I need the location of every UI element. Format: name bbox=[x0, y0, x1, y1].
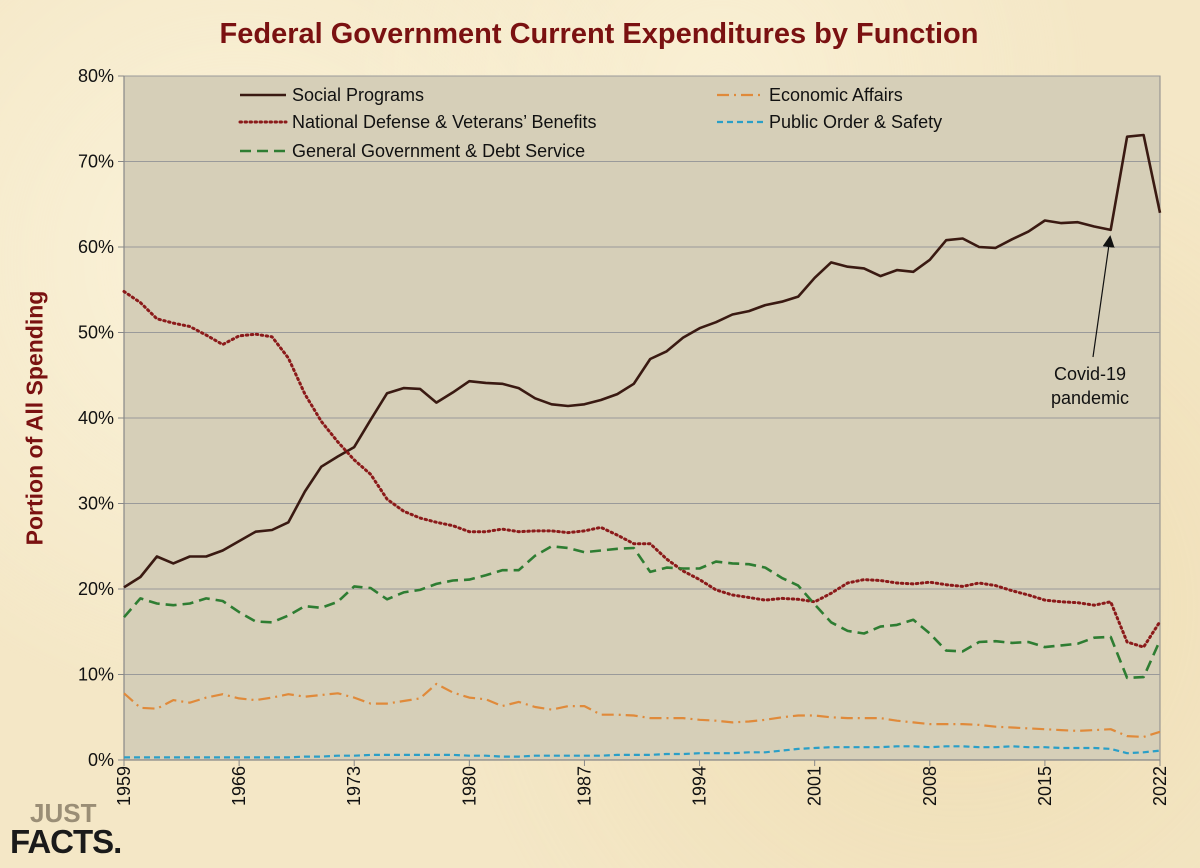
logo-top-text: JUST bbox=[30, 798, 97, 828]
legend: Social Programs National Defense & Vetera… bbox=[238, 85, 942, 161]
legend-label: Economic Affairs bbox=[769, 85, 903, 105]
logo-bottom-text: FACTS. bbox=[10, 823, 122, 860]
series-line-2 bbox=[123, 544, 1162, 680]
series-line-3 bbox=[123, 682, 1161, 739]
y-tick-label: 50% bbox=[78, 323, 114, 343]
x-tick-label: 2015 bbox=[1035, 766, 1055, 806]
y-tick-label: 20% bbox=[78, 579, 114, 599]
annotation: Covid-19 pandemic bbox=[1051, 235, 1129, 408]
x-tick-label: 1980 bbox=[459, 766, 479, 806]
y-tick-label: 60% bbox=[78, 237, 114, 257]
legend-label: General Government & Debt Service bbox=[292, 141, 585, 161]
y-tick-label: 0% bbox=[88, 750, 114, 770]
x-tick-label: 2001 bbox=[805, 766, 825, 806]
annotation-text: Covid-19 bbox=[1054, 364, 1126, 384]
annotation-arrow bbox=[1092, 235, 1115, 358]
y-tick-labels: 0% 10% 20% 30% 40% 50% 60% 70% 80% bbox=[78, 66, 114, 770]
x-tick-label: 2022 bbox=[1150, 766, 1170, 806]
y-tick-label: 10% bbox=[78, 665, 114, 685]
axes bbox=[123, 76, 1160, 761]
x-tick-label: 1966 bbox=[229, 766, 249, 806]
series-line-4 bbox=[124, 745, 1161, 759]
x-tick-label: 1987 bbox=[574, 766, 594, 806]
legend-label: National Defense & Veterans’ Benefits bbox=[292, 112, 597, 132]
y-tick-label: 30% bbox=[78, 494, 114, 514]
chart-title: Federal Government Current Expenditures … bbox=[219, 18, 979, 50]
x-tick-label: 1959 bbox=[114, 766, 134, 806]
series-lines bbox=[122, 133, 1162, 759]
annotation-text: pandemic bbox=[1051, 388, 1129, 408]
series-line-1 bbox=[122, 290, 1162, 649]
y-tick-label: 40% bbox=[78, 408, 114, 428]
just-facts-logo: JUST FACTS. bbox=[10, 798, 122, 860]
y-tick-label: 70% bbox=[78, 152, 114, 172]
legend-label: Social Programs bbox=[292, 85, 424, 105]
x-tick-label: 1994 bbox=[690, 766, 710, 806]
x-tick-label: 2008 bbox=[920, 766, 940, 806]
series-line-0 bbox=[123, 133, 1162, 589]
x-tick-label: 1973 bbox=[344, 766, 364, 806]
legend-label: Public Order & Safety bbox=[769, 112, 942, 132]
y-tick-label: 80% bbox=[78, 66, 114, 86]
x-tick-labels: 1959 1966 1973 1980 1987 1994 2001 2008 2015 2022 bbox=[114, 760, 1170, 806]
